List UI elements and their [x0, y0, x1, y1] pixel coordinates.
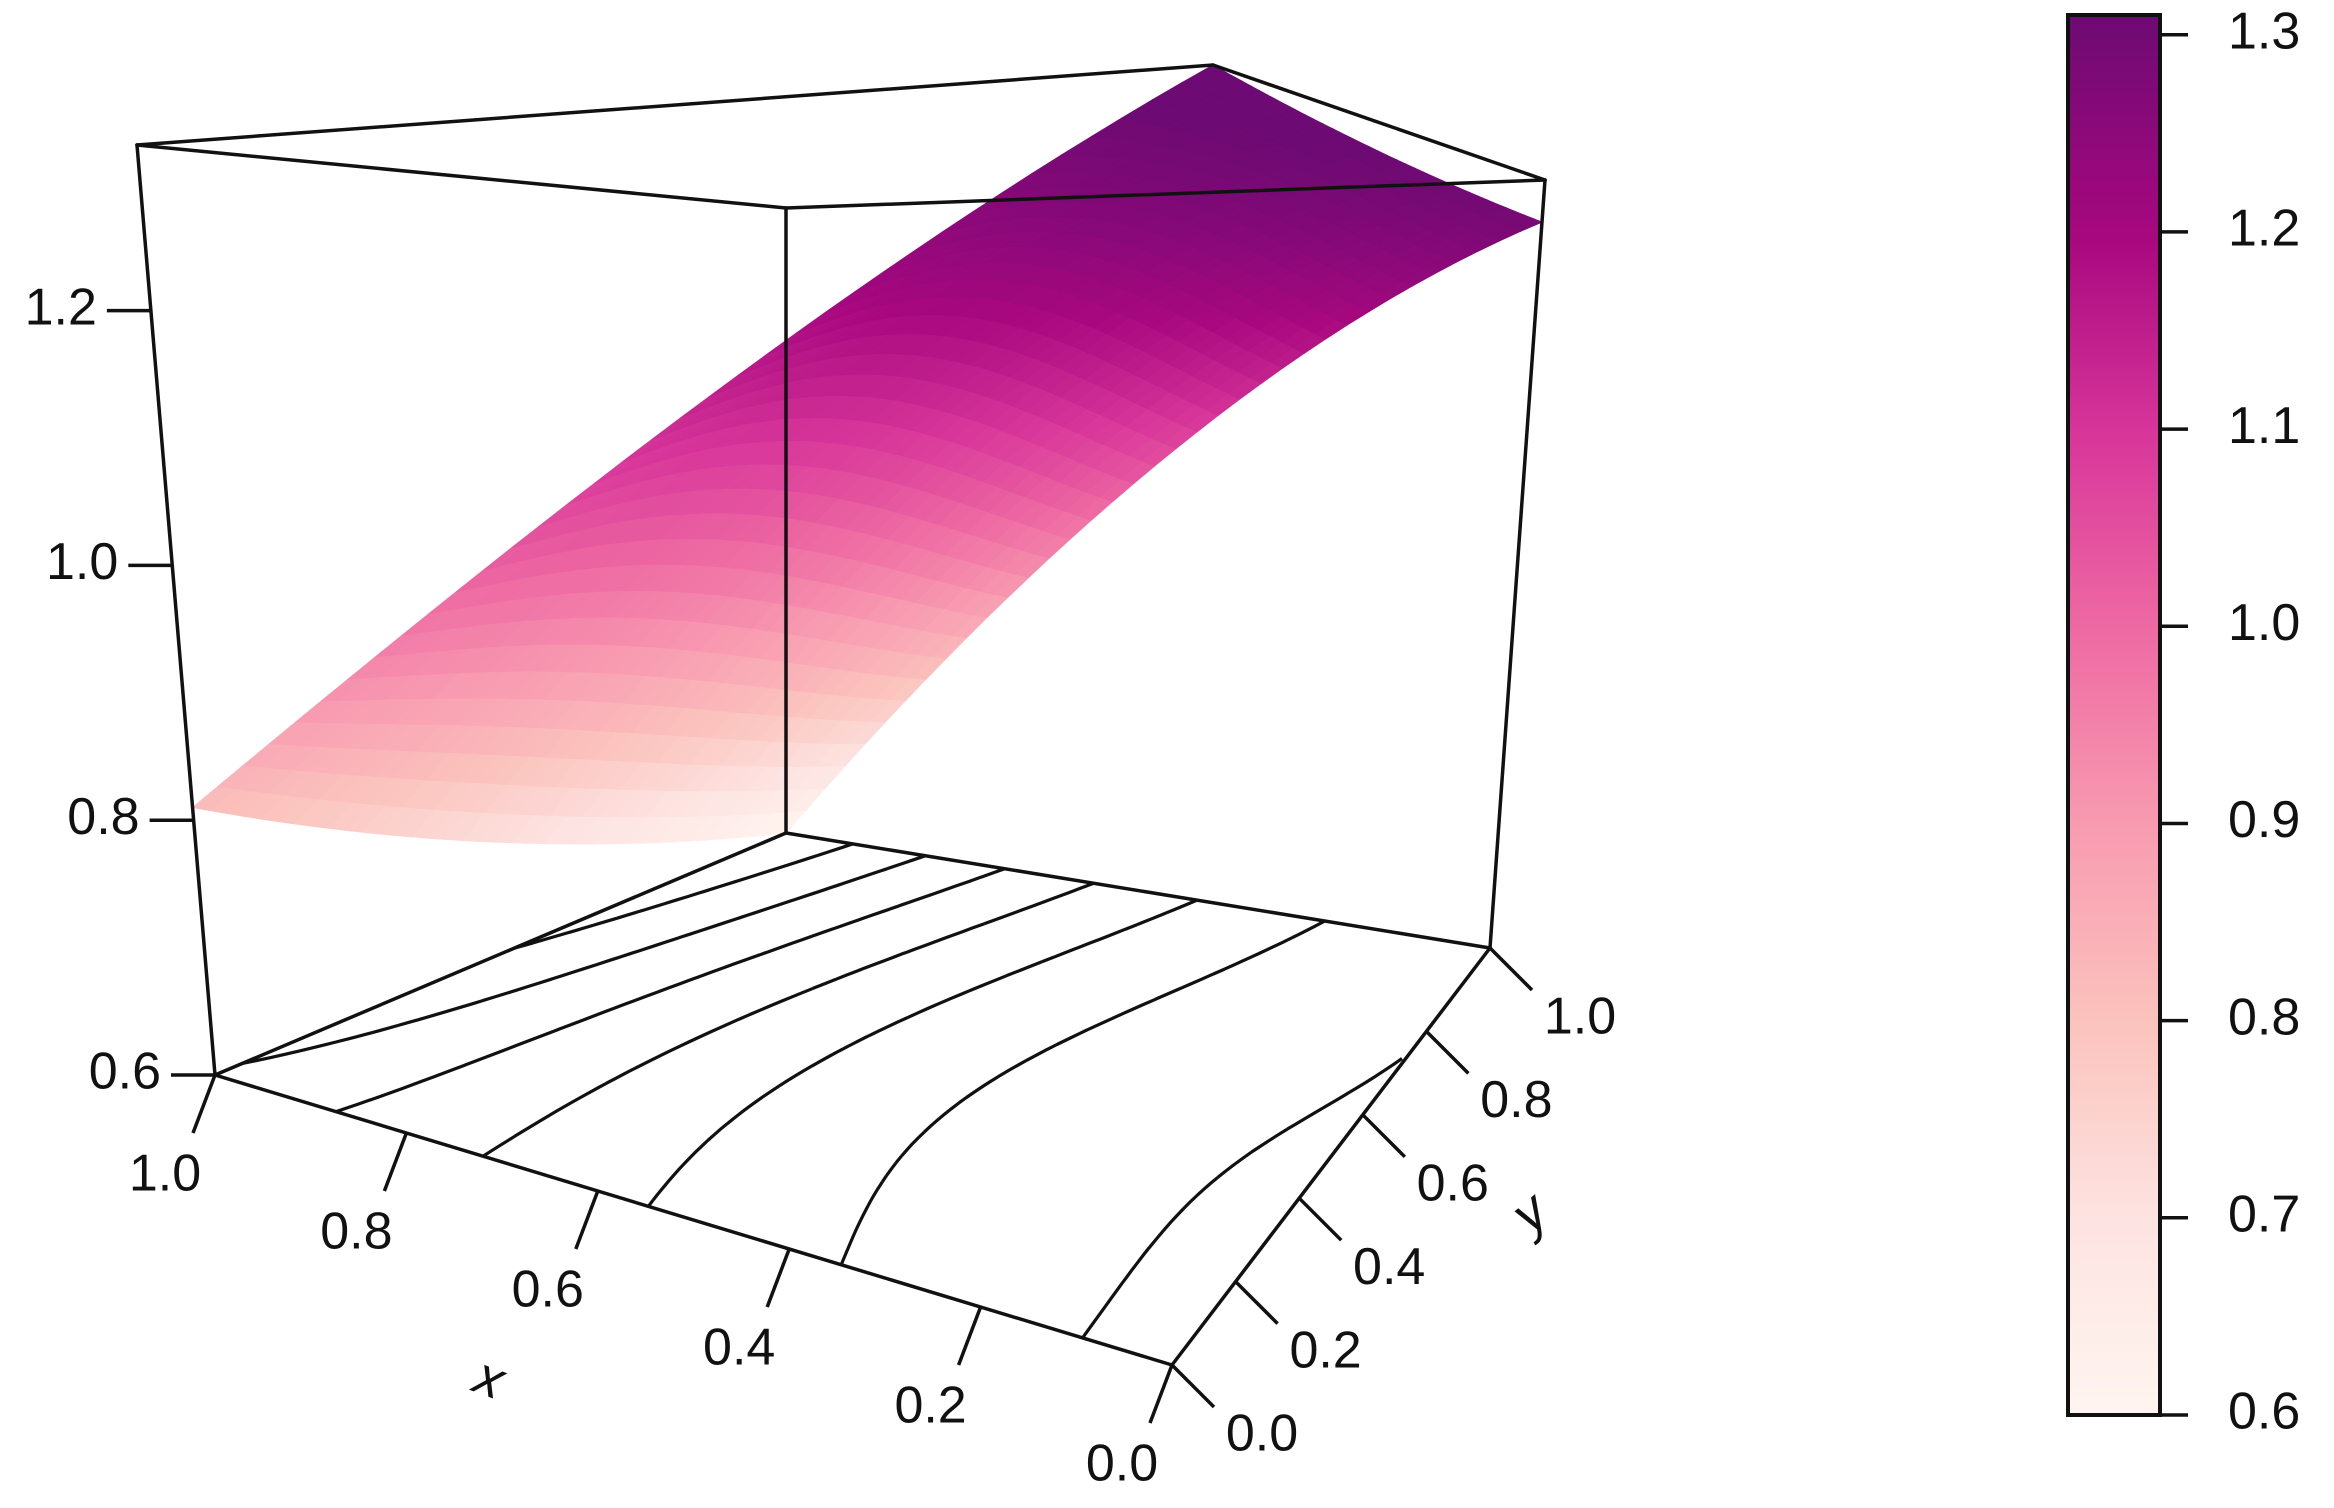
box-edge-floor [213, 831, 788, 1077]
y-tick [1297, 1196, 1343, 1242]
axis-tick-labels: 0.0 0.2 0.4 0.6 0.8 1.0 0.0 0.2 0.4 0.6 0.8 1.0 0.6 0… [25, 278, 1617, 1492]
box-edge-floor [784, 831, 1492, 950]
y-tick-label: 0.0 [1226, 1405, 1298, 1463]
x-tick [956, 1306, 983, 1366]
z-tick-label: 1.0 [46, 533, 118, 591]
x-tick-label: 0.8 [320, 1203, 392, 1261]
plot-box [135, 63, 1547, 1367]
box-edge-top [1211, 63, 1547, 182]
surface-plot: 0.0 0.2 0.4 0.6 0.8 1.0 0.0 0.2 0.4 0.6 0.8 1.0 0.6 0… [25, 63, 1617, 1493]
colorbar-tick-label: 1.0 [2228, 594, 2300, 652]
box-edge-top [135, 143, 788, 210]
x-tick-label: 0.4 [703, 1319, 775, 1377]
box-edge-top [784, 178, 1547, 210]
contour-line [1081, 1057, 1403, 1339]
axis-ticks [106, 308, 1534, 1424]
y-tick [1361, 1113, 1407, 1159]
y-tick [1425, 1030, 1470, 1075]
x-tick [1148, 1364, 1174, 1424]
x-tick-label: 1.0 [129, 1145, 201, 1203]
colorbar-tick-label: 1.2 [2228, 200, 2300, 258]
colorbar-tick-label: 0.7 [2228, 1186, 2300, 1244]
x-tick-label: 0.2 [894, 1377, 966, 1435]
box-edge-floor [213, 1073, 1174, 1367]
y-tick-label: 0.2 [1289, 1321, 1361, 1379]
x-tick-label: 0.6 [512, 1261, 584, 1319]
x-tick [574, 1190, 600, 1250]
y-tick-label: 0.6 [1417, 1155, 1489, 1213]
colorbar-tick-label: 1.3 [2228, 2, 2300, 60]
y-tick-label: 1.0 [1544, 988, 1616, 1046]
y-tick [1234, 1280, 1279, 1325]
floor-contours [241, 842, 1403, 1339]
x-tick [382, 1132, 409, 1192]
contour-line [513, 842, 854, 950]
colorbar-ticks: 0.6 0.7 0.8 0.9 1.0 1.1 1.2 1.3 [2160, 2, 2300, 1441]
x-tick [765, 1248, 791, 1308]
y-tick [1488, 946, 1534, 992]
colorbar-tick-label: 0.6 [2228, 1383, 2300, 1441]
contour-line [839, 919, 1326, 1266]
z-tick-label: 0.6 [89, 1043, 161, 1101]
z-tick-label: 1.2 [25, 278, 97, 336]
colorbar-gradient [2066, 13, 2162, 1417]
contour-line [482, 881, 1095, 1158]
y-axis-title: y [1497, 1179, 1562, 1247]
y-tick-label: 0.4 [1353, 1238, 1425, 1296]
x-axis-title: x [464, 1344, 515, 1411]
colorbar-tick-label: 0.8 [2228, 988, 2300, 1046]
colorbar-tick-label: 1.1 [2228, 397, 2300, 455]
colorbar-legend: 0.6 0.7 0.8 0.9 1.0 1.1 1.2 1.3 [2066, 2, 2300, 1441]
box-edge-floor [1170, 946, 1492, 1367]
z-tick-label: 0.8 [67, 788, 139, 846]
colorbar-tick-label: 0.9 [2228, 791, 2300, 849]
box-edge-top [135, 63, 1215, 147]
contour-line [241, 854, 926, 1066]
box-edge-vertical [1488, 178, 1547, 950]
x-tick [191, 1074, 217, 1134]
surface-mesh [191, 64, 1544, 845]
y-tick-label: 0.8 [1480, 1071, 1552, 1129]
contour-line [335, 867, 1006, 1114]
x-tick-label: 0.0 [1086, 1435, 1158, 1493]
y-tick [1170, 1363, 1216, 1409]
box-edge-vertical [135, 143, 217, 1077]
